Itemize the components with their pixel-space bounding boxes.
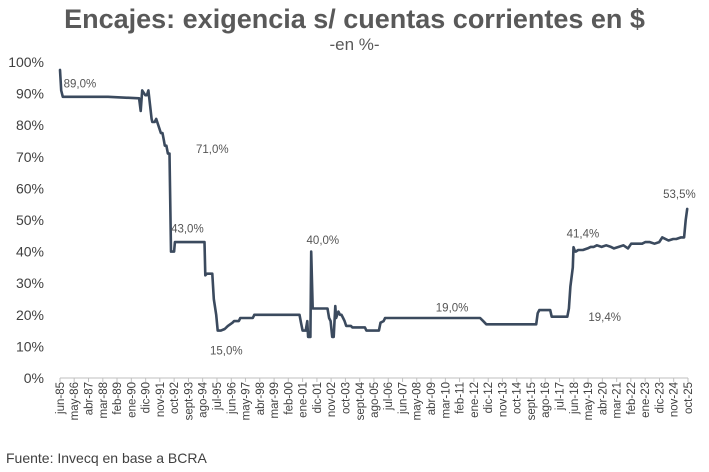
y-tick-label: 40% [16, 244, 44, 260]
x-tick-label: may-86 [69, 382, 81, 420]
x-tick-label: feb-11 [455, 382, 467, 414]
x-tick-label: sept-04 [355, 381, 367, 420]
x-tick-label: nov-13 [497, 382, 509, 417]
series-line [58, 68, 689, 339]
x-tick-label: jun-96 [226, 382, 238, 415]
x-tick-label: mar-21 [612, 382, 624, 418]
x-tick-label: ago-16 [540, 382, 552, 418]
x-tick-label: ago-05 [369, 382, 381, 418]
data-label: 19,4% [588, 312, 621, 324]
x-tick-label: nov-02 [326, 382, 338, 417]
chart-title: Encajes: exigencia s/ cuentas corrientes… [64, 4, 645, 34]
x-tick-label: jun-18 [569, 382, 581, 415]
y-tick-label: 70% [16, 149, 44, 165]
x-tick-label: ago-94 [198, 381, 210, 417]
x-tick-label: dic-23 [655, 382, 667, 413]
x-tick-label: abr-87 [83, 382, 95, 415]
data-label: 43,0% [171, 223, 204, 235]
x-tick-label: may-97 [240, 382, 252, 420]
x-tick-label: abr-20 [597, 382, 609, 415]
data-label: 19,0% [436, 302, 469, 314]
data-labels: 89,0% 71,0% 43,0% 15,0% 40,0% 19,0% 41,4% 19,4%… [64, 78, 696, 357]
x-tick-label: oct-03 [340, 382, 352, 414]
x-tick-label: jun-85 [55, 382, 67, 415]
series-group [58, 68, 689, 339]
x-tick-label: mar-10 [440, 382, 452, 418]
chart-source: Fuente: Invecq en base a BCRA [6, 450, 207, 466]
x-tick-label: sept-15 [526, 382, 538, 420]
y-tick-label: 80% [16, 117, 44, 133]
y-tick-label: 0% [24, 370, 44, 386]
x-tick-label: sept-93 [183, 382, 195, 420]
x-tick-label: nov-24 [669, 381, 681, 417]
x-tick-label: ene-12 [469, 382, 481, 418]
x-tick-label: dic-01 [312, 382, 324, 413]
x-tick-label: feb-89 [112, 382, 124, 415]
x-tick-label: abr-98 [255, 382, 267, 415]
data-label: 15,0% [210, 345, 243, 357]
x-tick-label: oct-25 [683, 382, 695, 414]
x-tick-label: jul-17 [555, 382, 567, 411]
y-tick-label: 60% [16, 180, 44, 196]
x-tick-label: ene-23 [640, 382, 652, 418]
x-tick-label: mar-99 [269, 382, 281, 418]
y-tick-label: 30% [16, 275, 44, 291]
data-label: 89,0% [64, 78, 97, 90]
x-tick-label: oct-14 [512, 381, 524, 414]
x-tick-label: ene-01 [298, 382, 310, 418]
x-axis-labels: jun-85 may-86 abr-87 mar-88 feb-89 ene-90 dic-… [55, 381, 695, 420]
chart-subtitle: -en %- [329, 35, 380, 54]
x-tick-label: mar-88 [98, 382, 110, 418]
x-tick-label: jun-07 [398, 382, 410, 415]
data-label: 41,4% [567, 229, 600, 241]
data-label: 40,0% [307, 235, 340, 247]
x-tick-label: abr-09 [426, 382, 438, 415]
x-axis-ticks [59, 378, 689, 382]
data-label: 71,0% [196, 144, 229, 156]
y-tick-label: 20% [16, 307, 44, 323]
y-axis-labels: 0% 10% 20% 30% 40% 50% 60% 70% 80% 90% 100% [8, 54, 44, 386]
y-tick-label: 50% [16, 212, 44, 228]
x-tick-label: ene-90 [126, 382, 138, 418]
x-tick-label: jul-95 [212, 382, 224, 411]
x-tick-label: may-08 [412, 382, 424, 420]
y-tick-label: 10% [16, 338, 44, 354]
data-label: 53,5% [663, 189, 696, 201]
x-tick-label: may-19 [583, 382, 595, 420]
x-tick-label: jul-06 [383, 382, 395, 411]
x-tick-label: nov-91 [155, 382, 167, 417]
x-tick-label: feb-22 [626, 382, 638, 415]
x-tick-label: oct-92 [169, 382, 181, 414]
x-tick-label: dic-90 [141, 382, 153, 413]
y-tick-label: 100% [8, 54, 44, 70]
y-tick-label: 90% [16, 86, 44, 102]
x-tick-label: dic-12 [483, 382, 495, 413]
x-tick-label: feb-00 [283, 382, 295, 415]
